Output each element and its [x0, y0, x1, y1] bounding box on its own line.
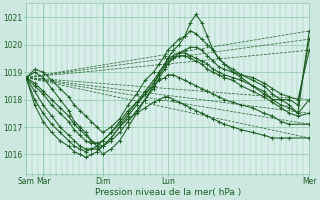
X-axis label: Pression niveau de la mer( hPa ): Pression niveau de la mer( hPa ) [95, 188, 241, 197]
